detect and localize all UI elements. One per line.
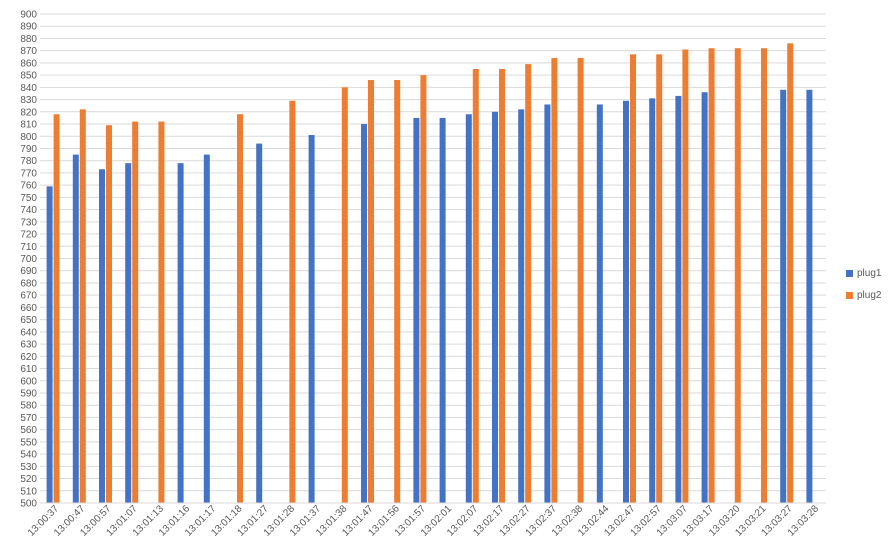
bar-plug2 xyxy=(577,58,584,503)
y-tick-label: 850 xyxy=(20,71,37,82)
bar-plug1 xyxy=(806,89,813,504)
y-tick-label: 780 xyxy=(20,156,37,167)
bar-plug1 xyxy=(780,89,787,504)
y-tick-label: 790 xyxy=(20,144,37,155)
y-tick-label: 570 xyxy=(20,413,37,424)
y-tick-label: 900 xyxy=(20,10,37,21)
bar-plug2 xyxy=(472,69,479,503)
legend-item-plug2: plug2 xyxy=(846,284,894,306)
bar-plug2 xyxy=(682,49,689,503)
legend-swatch-plug2 xyxy=(846,291,853,299)
bar-plug1 xyxy=(203,154,210,503)
y-tick-label: 800 xyxy=(20,132,37,143)
bar-plug2 xyxy=(787,43,794,504)
y-tick-label: 750 xyxy=(20,193,37,204)
y-tick-label: 540 xyxy=(20,450,37,461)
y-tick-label: 620 xyxy=(20,352,37,363)
legend-label-plug1: plug1 xyxy=(857,267,882,279)
bar-plug1 xyxy=(518,109,525,503)
y-tick-label: 720 xyxy=(20,230,37,241)
bar-plug1 xyxy=(72,154,79,503)
y-tick-label: 880 xyxy=(20,34,37,45)
bar-plug1 xyxy=(125,163,132,503)
bar-plug1 xyxy=(99,169,105,503)
bar-plug1 xyxy=(675,95,682,503)
y-tick-label: 640 xyxy=(20,327,37,338)
y-tick-label: 810 xyxy=(20,120,37,131)
bars xyxy=(46,43,813,504)
y-tick-label: 560 xyxy=(20,425,37,436)
bar-plug1 xyxy=(439,117,446,503)
gridlines xyxy=(40,13,826,492)
bar-plug1 xyxy=(596,104,603,503)
y-axis-ticks: 5005105205305405505605705805906006106206… xyxy=(20,10,37,510)
bar-plug1 xyxy=(701,92,708,504)
y-tick-label: 500 xyxy=(20,499,37,510)
bar-plug2 xyxy=(761,48,767,503)
y-tick-label: 680 xyxy=(20,278,37,289)
y-tick-label: 730 xyxy=(20,217,37,228)
legend: plug1 plug2 xyxy=(846,262,894,306)
bar-plug1 xyxy=(308,135,315,503)
bar-plug2 xyxy=(394,80,401,503)
y-tick-label: 840 xyxy=(20,83,37,94)
y-tick-label: 600 xyxy=(20,376,37,387)
bar-plug2 xyxy=(708,48,715,503)
bar-plug1 xyxy=(649,98,656,503)
bar-plug2 xyxy=(158,121,165,503)
y-tick-label: 830 xyxy=(20,95,37,106)
bar-plug2 xyxy=(630,54,636,503)
bar-plug2 xyxy=(341,87,348,503)
y-tick-label: 580 xyxy=(20,401,37,412)
y-tick-label: 860 xyxy=(20,58,37,69)
y-tick-label: 700 xyxy=(20,254,37,265)
bar-plug1 xyxy=(413,117,420,503)
y-tick-label: 590 xyxy=(20,388,37,399)
bar-plug1 xyxy=(361,124,367,504)
y-tick-label: 690 xyxy=(20,266,37,277)
y-tick-label: 550 xyxy=(20,437,37,448)
bar-plug2 xyxy=(53,114,60,504)
bar-plug1 xyxy=(465,114,472,504)
bar-plug2 xyxy=(368,80,374,503)
bar-plug2 xyxy=(551,58,558,503)
bar-plug1 xyxy=(544,104,551,503)
y-tick-label: 510 xyxy=(20,486,37,497)
y-tick-label: 610 xyxy=(20,364,37,375)
y-tick-label: 740 xyxy=(20,205,37,216)
y-tick-label: 670 xyxy=(20,291,37,302)
y-tick-label: 890 xyxy=(20,22,37,33)
y-tick-label: 520 xyxy=(20,474,37,485)
bar-plug1 xyxy=(623,100,629,504)
bar-plug2 xyxy=(734,48,741,503)
y-tick-label: 710 xyxy=(20,242,37,253)
bar-plug2 xyxy=(499,69,505,503)
x-axis-ticks: 13:00:3713:00:4713:00:5713:01:0713:01:13… xyxy=(26,503,821,539)
legend-item-plug1: plug1 xyxy=(846,262,894,284)
y-tick-label: 530 xyxy=(20,462,37,473)
bar-plug2 xyxy=(79,109,86,503)
bar-plug2 xyxy=(420,75,427,503)
legend-swatch-plug1 xyxy=(846,269,853,277)
bar-plug1 xyxy=(177,163,184,503)
bar-plug2 xyxy=(237,114,243,504)
bar-plug1 xyxy=(46,186,53,503)
legend-label-plug2: plug2 xyxy=(857,289,882,301)
y-tick-label: 630 xyxy=(20,340,37,351)
bar-plug2 xyxy=(289,100,296,504)
y-tick-label: 760 xyxy=(20,181,37,192)
bar-plug2 xyxy=(132,121,139,503)
bar-plug1 xyxy=(256,143,263,503)
y-tick-label: 660 xyxy=(20,303,37,314)
bar-plug2 xyxy=(656,54,663,503)
y-tick-label: 770 xyxy=(20,168,37,179)
y-tick-label: 870 xyxy=(20,46,37,57)
y-tick-label: 650 xyxy=(20,315,37,326)
bar-plug1 xyxy=(492,111,498,504)
bar-plug2 xyxy=(525,64,532,503)
bar-plug2 xyxy=(106,125,112,503)
y-tick-label: 820 xyxy=(20,107,37,118)
